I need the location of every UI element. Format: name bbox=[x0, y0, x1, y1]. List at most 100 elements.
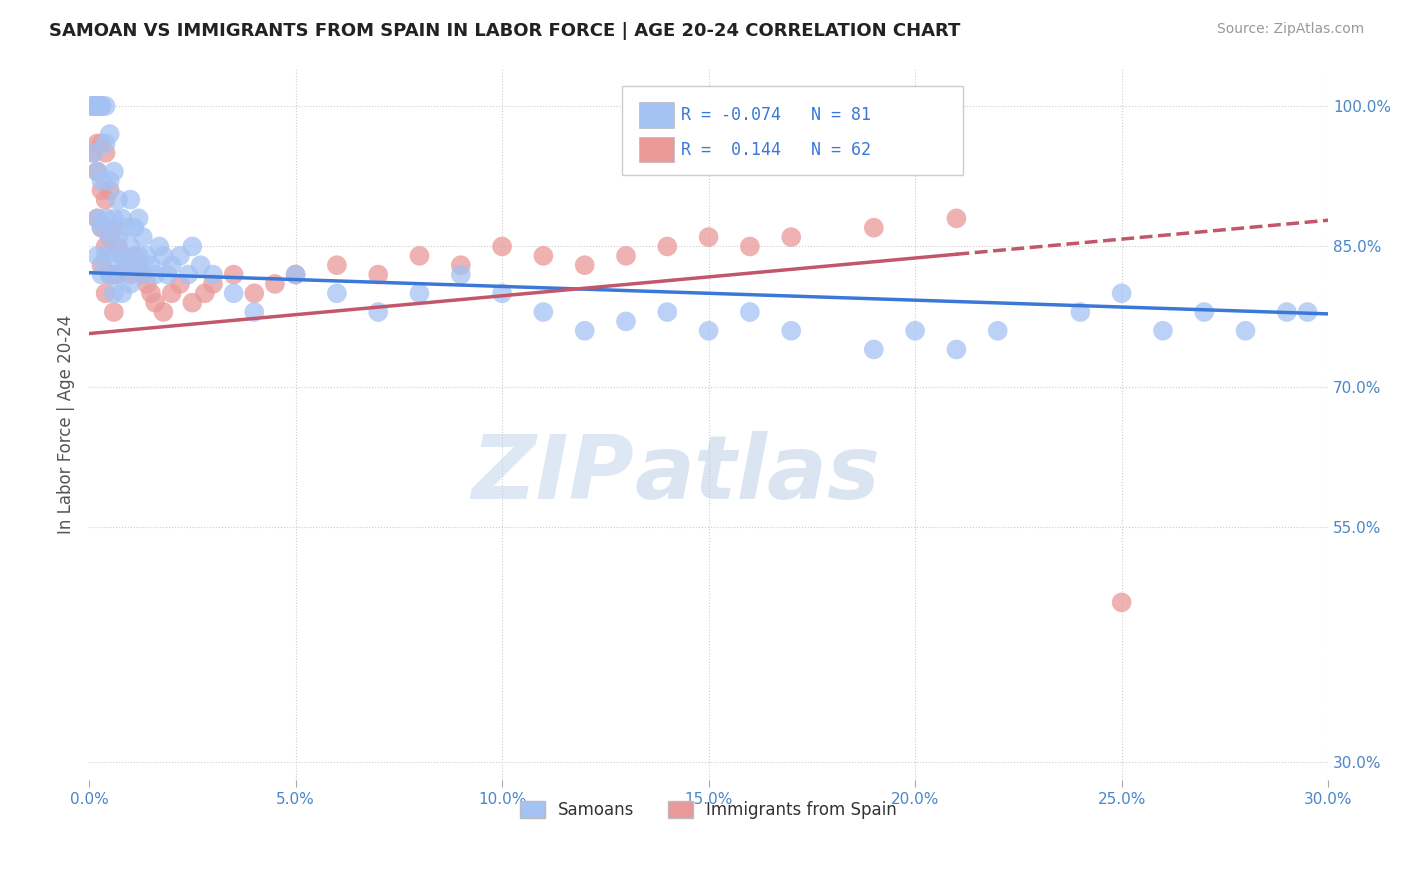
Point bbox=[86, 164, 108, 178]
Point bbox=[139, 258, 162, 272]
Point bbox=[107, 268, 129, 282]
Point bbox=[1296, 305, 1319, 319]
Point bbox=[128, 258, 150, 272]
Point bbox=[367, 305, 389, 319]
Point bbox=[152, 249, 174, 263]
Point bbox=[86, 99, 108, 113]
Text: SAMOAN VS IMMIGRANTS FROM SPAIN IN LABOR FORCE | AGE 20-24 CORRELATION CHART: SAMOAN VS IMMIGRANTS FROM SPAIN IN LABOR… bbox=[49, 22, 960, 40]
Point bbox=[201, 277, 224, 291]
Point bbox=[86, 99, 108, 113]
Legend: Samoans, Immigrants from Spain: Samoans, Immigrants from Spain bbox=[513, 794, 904, 825]
Point bbox=[132, 268, 155, 282]
Point bbox=[120, 277, 142, 291]
Point bbox=[115, 220, 138, 235]
Point bbox=[243, 305, 266, 319]
Point bbox=[82, 99, 104, 113]
Point bbox=[450, 268, 472, 282]
Point bbox=[367, 268, 389, 282]
Point bbox=[132, 268, 155, 282]
Point bbox=[98, 174, 121, 188]
Point bbox=[1275, 305, 1298, 319]
Point bbox=[90, 220, 112, 235]
Point bbox=[98, 268, 121, 282]
Point bbox=[124, 258, 146, 272]
Point bbox=[326, 286, 349, 301]
Point bbox=[103, 286, 125, 301]
Point bbox=[491, 286, 513, 301]
Point bbox=[657, 239, 679, 253]
Point bbox=[115, 258, 138, 272]
Point bbox=[128, 249, 150, 263]
Point bbox=[124, 249, 146, 263]
Point bbox=[94, 211, 117, 226]
Point bbox=[86, 211, 108, 226]
Point bbox=[103, 164, 125, 178]
Point bbox=[222, 286, 245, 301]
Point bbox=[115, 258, 138, 272]
Point bbox=[90, 99, 112, 113]
Point bbox=[120, 193, 142, 207]
Point bbox=[194, 286, 217, 301]
Point bbox=[82, 99, 104, 113]
Point bbox=[614, 314, 637, 328]
Point bbox=[222, 268, 245, 282]
Point bbox=[98, 127, 121, 141]
Point bbox=[408, 286, 430, 301]
Point bbox=[82, 145, 104, 160]
Point bbox=[780, 324, 803, 338]
Point bbox=[143, 268, 166, 282]
Point bbox=[86, 99, 108, 113]
Point bbox=[103, 220, 125, 235]
Point bbox=[181, 239, 204, 253]
Point bbox=[124, 220, 146, 235]
Point bbox=[86, 136, 108, 151]
Point bbox=[94, 136, 117, 151]
Point bbox=[1111, 595, 1133, 609]
Point bbox=[697, 324, 720, 338]
Point bbox=[408, 249, 430, 263]
Point bbox=[94, 193, 117, 207]
Point bbox=[945, 211, 967, 226]
Text: Source: ZipAtlas.com: Source: ZipAtlas.com bbox=[1216, 22, 1364, 37]
Point bbox=[614, 249, 637, 263]
Point bbox=[111, 249, 134, 263]
Point bbox=[1234, 324, 1257, 338]
Point bbox=[738, 305, 761, 319]
Point bbox=[780, 230, 803, 244]
Point bbox=[94, 239, 117, 253]
Text: ZIP: ZIP bbox=[471, 431, 634, 517]
Point bbox=[94, 145, 117, 160]
Point bbox=[181, 295, 204, 310]
Point bbox=[1111, 286, 1133, 301]
Text: atlas: atlas bbox=[634, 431, 880, 517]
Point bbox=[156, 268, 179, 282]
Point bbox=[82, 99, 104, 113]
Point bbox=[120, 239, 142, 253]
Point bbox=[107, 193, 129, 207]
Point bbox=[82, 99, 104, 113]
Point bbox=[574, 258, 596, 272]
Point bbox=[120, 268, 142, 282]
Point bbox=[132, 230, 155, 244]
Point bbox=[82, 99, 104, 113]
Point bbox=[904, 324, 927, 338]
Point bbox=[531, 249, 554, 263]
Point bbox=[738, 239, 761, 253]
Point bbox=[90, 258, 112, 272]
Point bbox=[139, 286, 162, 301]
Point bbox=[94, 249, 117, 263]
Point bbox=[86, 99, 108, 113]
Point bbox=[90, 268, 112, 282]
Point bbox=[82, 99, 104, 113]
Point bbox=[574, 324, 596, 338]
Point bbox=[243, 286, 266, 301]
Point bbox=[103, 211, 125, 226]
Point bbox=[1192, 305, 1215, 319]
Point bbox=[86, 99, 108, 113]
Bar bbox=[640, 136, 673, 162]
Point bbox=[103, 249, 125, 263]
Point bbox=[201, 268, 224, 282]
Point bbox=[491, 239, 513, 253]
Point bbox=[135, 249, 157, 263]
Point bbox=[169, 249, 191, 263]
